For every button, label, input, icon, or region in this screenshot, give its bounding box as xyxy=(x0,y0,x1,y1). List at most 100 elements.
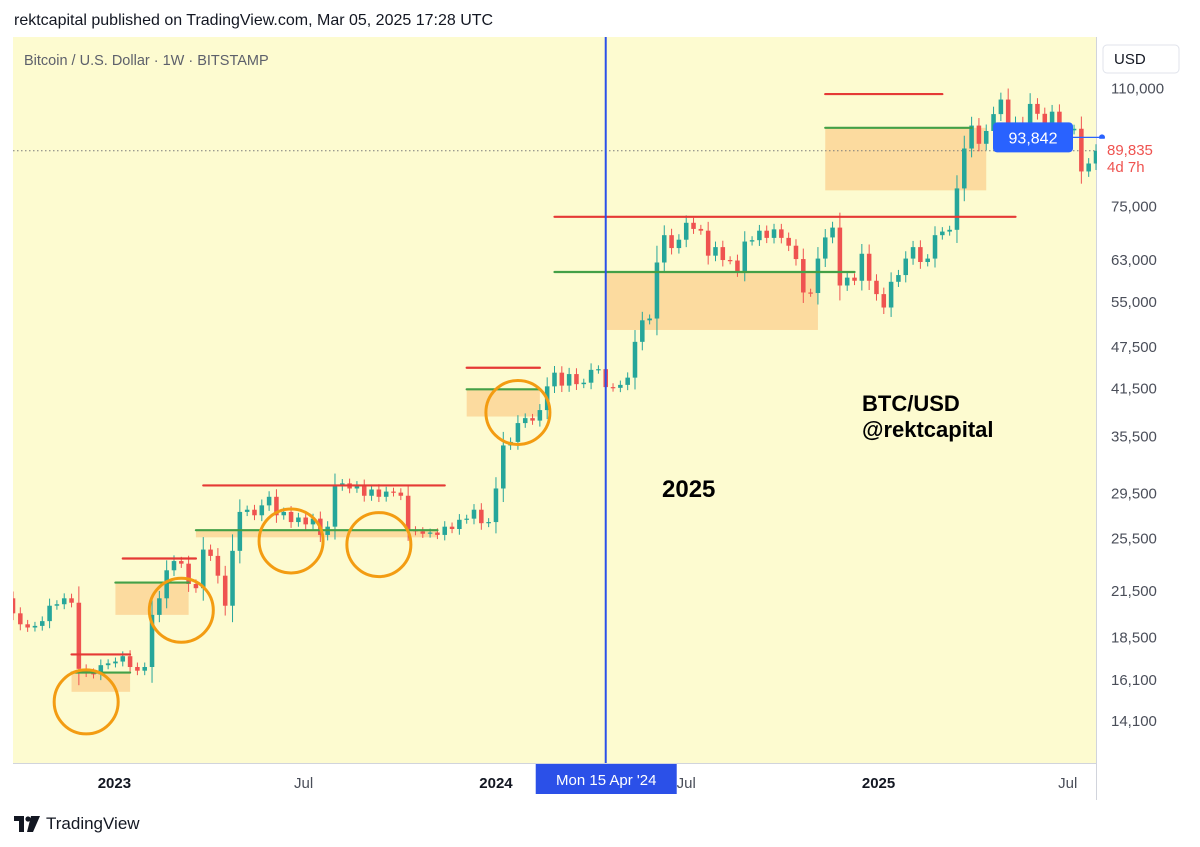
y-tick-label: 55,000 xyxy=(1111,294,1157,311)
candle-body xyxy=(530,418,535,421)
candle-body xyxy=(98,665,104,675)
demand-zone-6 xyxy=(825,127,987,191)
candle-body xyxy=(837,227,843,286)
candle-body xyxy=(501,445,506,489)
candle-body xyxy=(259,505,265,516)
y-tick-label: 14,100 xyxy=(1111,713,1157,730)
candle-body xyxy=(157,598,162,615)
levels xyxy=(70,92,1017,674)
candle-body xyxy=(859,253,865,281)
y-tick-label: 63,000 xyxy=(1111,252,1157,269)
demand-zone-5 xyxy=(605,271,818,330)
retest-circle-5 xyxy=(484,378,552,446)
candle-body xyxy=(852,277,857,281)
candle-body xyxy=(332,486,338,527)
candle-body xyxy=(1005,99,1011,136)
candle-body xyxy=(369,489,374,496)
candle-body xyxy=(135,667,140,671)
retest-circles xyxy=(52,378,552,736)
candle-body xyxy=(713,247,718,256)
currency-box[interactable] xyxy=(1102,44,1180,74)
candle-body xyxy=(361,485,367,496)
candle-body xyxy=(32,625,38,628)
candle-body xyxy=(618,384,623,388)
x-tick-label: 2023 xyxy=(98,775,131,792)
retest-circle-4 xyxy=(345,511,413,579)
y-tick-label: 25,500 xyxy=(1111,531,1157,548)
demand-zone-3 xyxy=(195,530,438,538)
candle-body xyxy=(640,320,645,342)
candle-body xyxy=(515,423,521,442)
candle-body xyxy=(1027,103,1033,136)
year-annotation: 2025 xyxy=(662,476,715,503)
candle-body xyxy=(698,228,704,231)
time-axis[interactable]: 2023 Jul 2024 Jul 2025 Jul Mon 15 Apr '24 xyxy=(98,764,1078,794)
retest-circle-2 xyxy=(147,576,215,644)
candle-body xyxy=(179,561,184,564)
candle-body xyxy=(581,382,587,385)
last-price-tag xyxy=(1097,138,1187,179)
candle-body xyxy=(288,511,294,523)
candle-body xyxy=(940,231,945,236)
price-badge-label: 93,842 xyxy=(1009,130,1058,147)
candle-body xyxy=(69,598,74,603)
x-tick-label: Jul xyxy=(294,775,313,792)
candle-body xyxy=(888,281,894,308)
chart-panel[interactable]: Bitcoin / U.S. Dollar · 1W · BITSTAMP BT… xyxy=(13,37,1187,800)
x-tick-label: 2025 xyxy=(862,775,895,792)
candle-body xyxy=(566,374,572,386)
retest-circle-3 xyxy=(257,507,325,575)
candle-body xyxy=(457,519,462,530)
candle-body xyxy=(464,518,469,520)
candle-body xyxy=(669,235,674,249)
y-tick-label: 16,100 xyxy=(1111,672,1157,689)
candle-body xyxy=(720,247,726,261)
candle-body xyxy=(683,222,689,240)
candle-body xyxy=(735,260,740,271)
y-tick-label: 21,500 xyxy=(1111,583,1157,600)
candle-body xyxy=(1071,128,1077,131)
candle-body xyxy=(757,230,762,241)
candle-body xyxy=(120,656,126,662)
candle-body xyxy=(427,532,433,534)
candle-body xyxy=(142,667,147,671)
candle-body xyxy=(771,229,777,238)
candle-body xyxy=(486,522,491,524)
price-axis[interactable]: 110,000 75,000 63,000 55,000 47,500 41,500 35,… xyxy=(1111,80,1164,730)
candle-body xyxy=(815,258,821,294)
candle-body xyxy=(998,99,1004,115)
candle-body xyxy=(40,621,45,626)
candle-body xyxy=(281,511,287,516)
candle-body xyxy=(244,509,250,512)
candle-body xyxy=(215,555,221,576)
candle-body xyxy=(405,495,411,531)
x-tick-label: Jul xyxy=(1058,775,1077,792)
candle-body xyxy=(947,229,952,232)
candle-body xyxy=(764,230,769,238)
candle-body xyxy=(625,377,630,385)
candle-body xyxy=(222,575,228,606)
candle-body xyxy=(574,374,579,385)
footer-logo[interactable]: TradingView xyxy=(14,813,140,835)
candle-body xyxy=(76,602,82,669)
candle-body xyxy=(1086,163,1091,172)
candle-body xyxy=(1035,103,1040,114)
candle-body xyxy=(54,604,60,606)
y-tick-label: 41,500 xyxy=(1111,381,1157,398)
candle-body xyxy=(266,496,272,506)
chart-title: Bitcoin / U.S. Dollar · 1W · BITSTAMP xyxy=(24,53,269,69)
candle-body xyxy=(25,624,30,628)
candle-body xyxy=(1093,150,1099,164)
candle-body xyxy=(479,509,484,524)
candle-body xyxy=(310,518,316,525)
candle-body xyxy=(1042,113,1048,126)
candle-body xyxy=(559,372,565,386)
crosshair-date-label: Mon 15 Apr '24 xyxy=(556,772,656,789)
candle-body xyxy=(193,583,199,589)
y-tick-label: 75,000 xyxy=(1111,198,1157,215)
currency-label: USD xyxy=(1114,51,1146,68)
candle-body xyxy=(749,240,755,242)
y-tick-label: 110,000 xyxy=(1111,80,1164,97)
price-chart[interactable]: Bitcoin / U.S. Dollar · 1W · BITSTAMP BT… xyxy=(13,37,1187,800)
